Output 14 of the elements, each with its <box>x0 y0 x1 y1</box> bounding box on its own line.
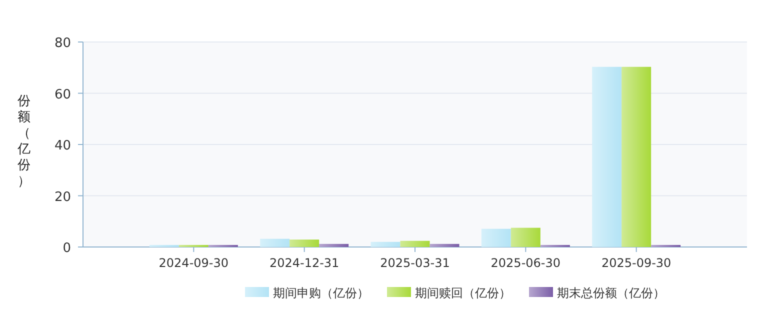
legend-label: 期末总份额（亿份） <box>557 286 665 300</box>
legend-label: 期间赎回（亿份） <box>415 286 511 300</box>
y-tick-label: 0 <box>62 241 71 256</box>
x-tick-label: 2025-09-30 <box>601 256 672 270</box>
x-tick-label: 2025-03-31 <box>380 256 450 270</box>
y-tick-label: 20 <box>54 190 71 205</box>
x-tick-label: 2024-09-30 <box>158 256 229 270</box>
y-tick-label: 80 <box>54 36 71 51</box>
x-tick-label: 2024-12-31 <box>269 256 340 270</box>
y-axis-title: 份额（亿份） <box>16 94 30 189</box>
y-tick-label: 60 <box>54 87 71 102</box>
x-tick-label: 2025-06-30 <box>490 256 561 270</box>
y-tick-label: 40 <box>54 138 71 154</box>
legend-label: 期间申购（亿份） <box>273 286 369 300</box>
